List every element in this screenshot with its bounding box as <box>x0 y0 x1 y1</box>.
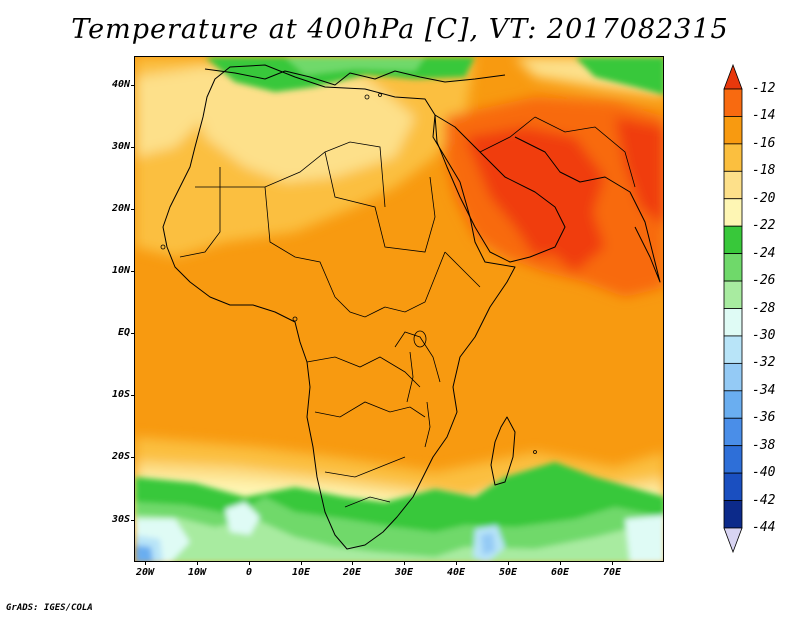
lon-label-20e: 20E <box>342 567 362 578</box>
lon-tick <box>508 561 509 565</box>
colorbar-label: -44 <box>752 520 776 535</box>
colorbar-label: -28 <box>752 300 776 316</box>
lon-label-30e: 30E <box>394 567 414 578</box>
shade-minus26-north <box>285 57 425 75</box>
shade-minus28-south <box>135 515 663 561</box>
shade-minus30-south-atlantic <box>225 502 260 535</box>
lat-label-10s: 10S <box>111 389 130 400</box>
arabia-coastline <box>434 114 566 263</box>
lat-tick <box>131 333 135 334</box>
madagascar-coastline <box>490 416 516 486</box>
lat-tick <box>131 395 135 396</box>
lon-label-20w: 20W <box>135 567 155 578</box>
lon-tick <box>145 561 146 565</box>
lat-label-40n: 40N <box>111 79 130 90</box>
europe-coastline <box>204 68 506 86</box>
colorbar-box <box>723 308 743 337</box>
lon-label-50e: 50E <box>498 567 518 578</box>
colorbar-box <box>723 198 743 227</box>
colorbar-label: -20 <box>752 190 776 206</box>
lat-label-10n: 10N <box>111 265 130 276</box>
lat-tick <box>131 457 135 458</box>
colorbar-box <box>723 280 743 309</box>
colorbar-label: -24 <box>752 245 776 261</box>
lon-tick <box>197 561 198 565</box>
lat-label-20n: 20N <box>111 203 130 214</box>
lat-label-30n: 30N <box>111 141 130 152</box>
colorbar-label: -34 <box>752 382 776 398</box>
colorbar-label: -40 <box>752 465 776 481</box>
coastlines <box>162 64 661 550</box>
shade-minus34-southwest <box>135 545 153 561</box>
lat-tick <box>131 271 135 272</box>
temperature-field-map <box>135 57 663 561</box>
lon-tick <box>301 561 302 565</box>
colorbar-box <box>723 225 743 255</box>
colorbar-label: -22 <box>752 218 776 234</box>
colorbar-box <box>723 116 743 145</box>
colorbar-box <box>723 143 743 172</box>
shade-minus20-north-africa <box>195 67 415 182</box>
colorbar-boxes <box>723 63 743 554</box>
colorbar-label: -36 <box>752 410 776 426</box>
lon-label-10e: 10E <box>291 567 311 578</box>
colorbar-label: -32 <box>752 355 776 371</box>
map-title: Temperature at 400hPa [C], VT: 201708231… <box>71 14 729 45</box>
lon-tick <box>612 561 613 565</box>
lon-label-70e: 70E <box>602 567 622 578</box>
lat-label-20s: 20S <box>111 451 130 462</box>
lat-tick <box>131 147 135 148</box>
colorbar-top-arrow <box>723 63 743 90</box>
colorbar-label: -14 <box>752 108 776 124</box>
colorbar-bottom-arrow <box>723 527 743 554</box>
shade-minus24-northeast <box>575 57 663 95</box>
colorbar-label: -30 <box>752 327 776 343</box>
colorbar-box <box>723 362 743 392</box>
colorbar-box <box>723 253 743 282</box>
colorbar-box <box>723 88 743 117</box>
shade-minus20-atlantic <box>135 67 215 157</box>
africa-coastline <box>162 64 516 550</box>
colorbar-label: -42 <box>752 492 776 508</box>
country-borders <box>179 116 636 508</box>
lat-tick <box>131 209 135 210</box>
lat-tick <box>131 85 135 86</box>
lon-tick <box>404 561 405 565</box>
lon-label-10w: 10W <box>187 567 207 578</box>
shade-minus12-central <box>545 197 605 272</box>
colorbar-box <box>723 500 743 529</box>
lon-label-60e: 60E <box>550 567 570 578</box>
lon-tick <box>352 561 353 565</box>
lon-tick <box>249 561 250 565</box>
asia-coastline <box>514 136 661 283</box>
map-plot-area <box>134 56 664 562</box>
colorbar-box <box>723 390 743 419</box>
lat-tick <box>131 520 135 521</box>
colorbar-box <box>723 472 743 501</box>
islands <box>160 93 537 454</box>
grads-credit: GrADS: IGES/COLA <box>6 603 93 613</box>
colorbar-label: -38 <box>752 437 776 453</box>
shade-minus12-india <box>615 117 663 226</box>
lat-label-eq: EQ <box>117 327 130 338</box>
colorbar-box <box>723 445 743 474</box>
lon-tick <box>560 561 561 565</box>
lon-tick <box>456 561 457 565</box>
shade-minus34-indian-ocean <box>481 533 495 555</box>
shade-minus30-southeast <box>625 515 663 561</box>
colorbar-label: -18 <box>752 163 776 179</box>
colorbar-box <box>723 170 743 200</box>
colorbar-label: -12 <box>752 81 776 96</box>
colorbar-box <box>723 335 743 364</box>
colorbar-label: -16 <box>752 135 776 151</box>
lon-label-0: 0 <box>245 567 253 578</box>
colorbar-box <box>723 417 743 447</box>
lat-label-30s: 30S <box>111 514 130 525</box>
colorbar-label: -26 <box>752 273 776 289</box>
colorbar <box>723 63 743 554</box>
lon-label-40e: 40E <box>446 567 466 578</box>
